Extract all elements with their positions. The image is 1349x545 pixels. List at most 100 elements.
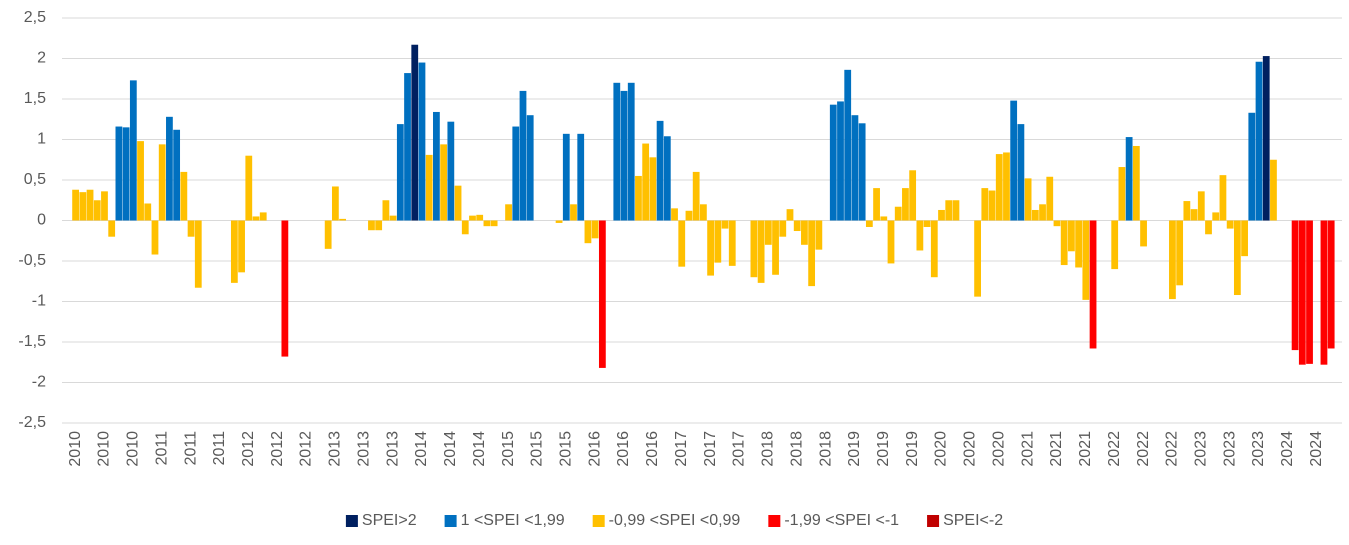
bar: [389, 215, 397, 221]
y-tick-label: 1,5: [24, 90, 46, 107]
bar: [418, 62, 426, 221]
bar: [368, 220, 375, 231]
bar: [1010, 100, 1018, 221]
bar: [1183, 201, 1191, 221]
bar: [1241, 220, 1248, 257]
bar: [512, 126, 520, 221]
bar: [1039, 204, 1046, 221]
bar: [865, 220, 873, 227]
bar: [433, 111, 440, 221]
legend-label: -0,99 <SPEI <0,99: [609, 512, 741, 529]
bar: [808, 220, 816, 287]
bar: [757, 220, 765, 283]
bar: [1205, 220, 1212, 235]
x-tick-label: 2022: [1135, 431, 1152, 467]
bar: [173, 129, 181, 221]
bar: [1075, 220, 1083, 268]
bar: [1197, 191, 1205, 221]
bar: [1306, 220, 1313, 364]
bar: [93, 200, 101, 221]
bar: [404, 73, 411, 221]
bar: [750, 220, 758, 278]
legend-label: 1 <SPEI <1,99: [461, 512, 565, 529]
x-tick-label: 2021: [1048, 431, 1065, 467]
bar: [1060, 220, 1068, 266]
x-tick-label: 2013: [355, 431, 372, 467]
bar: [1111, 220, 1119, 270]
bar: [714, 220, 722, 263]
bar: [1024, 178, 1032, 221]
x-tick-label: 2014: [442, 431, 459, 467]
bar: [1298, 220, 1306, 365]
bar: [909, 170, 917, 221]
x-tick-label: 2016: [615, 431, 632, 467]
x-tick-label: 2023: [1221, 431, 1238, 467]
bar: [815, 220, 823, 250]
bar: [1140, 220, 1147, 247]
x-tick-label: 2011: [211, 431, 228, 466]
bar: [923, 220, 931, 227]
legend: SPEI>2 1 <SPEI <1,99 -0,99 <SPEI <0,99 -1,9…: [345, 512, 1003, 529]
bar: [570, 204, 577, 221]
bar: [1255, 61, 1263, 221]
y-tick-label: -2,5: [18, 414, 46, 431]
bar: [1068, 220, 1075, 252]
bar: [1031, 209, 1039, 221]
bar: [122, 127, 130, 221]
bar: [562, 133, 570, 221]
legend-swatch: [444, 515, 457, 527]
bar: [671, 208, 678, 221]
bar: [656, 120, 664, 221]
bar: [577, 133, 585, 221]
bar: [685, 210, 693, 221]
bar: [158, 144, 166, 221]
bar: [1320, 220, 1328, 365]
bar: [440, 144, 448, 221]
bar: [490, 220, 498, 227]
bar: [663, 136, 671, 221]
x-tick-label: 2020: [990, 431, 1007, 467]
bar: [786, 209, 794, 221]
bar: [793, 220, 801, 232]
bar: [952, 200, 960, 221]
x-tick-label: 2015: [529, 431, 546, 467]
bar: [72, 189, 79, 221]
bar: [505, 204, 512, 221]
bar: [469, 215, 476, 221]
x-tick-label: 2023: [1250, 431, 1267, 467]
bar: [230, 220, 238, 283]
bar: [411, 44, 419, 221]
bar: [101, 191, 108, 221]
bar: [1089, 220, 1097, 349]
bar: [331, 186, 339, 221]
bar: [1176, 220, 1184, 286]
bar: [772, 220, 779, 275]
bar: [1053, 220, 1061, 227]
bar: [1291, 220, 1299, 351]
bar: [144, 203, 152, 221]
bar: [894, 206, 902, 221]
bar: [281, 220, 289, 357]
x-tick-label: 2012: [240, 431, 257, 467]
y-tick-label: -1,5: [18, 333, 46, 350]
bar: [1262, 56, 1270, 221]
x-tick-label: 2020: [933, 431, 950, 467]
x-tick-label: 2011: [153, 431, 170, 466]
legend-swatch: [592, 515, 605, 527]
x-tick-label: 2012: [269, 431, 286, 467]
x-tick-label: 2013: [384, 431, 401, 467]
bar: [375, 220, 383, 231]
bar: [620, 90, 628, 221]
y-tick-label: -0,5: [18, 252, 46, 269]
y-tick-label: 0: [37, 212, 46, 229]
bar: [115, 126, 123, 221]
x-tick-label: 2015: [558, 431, 575, 467]
bar: [837, 101, 844, 221]
bar: [1327, 220, 1335, 349]
x-tick-label: 2017: [673, 431, 690, 467]
bar: [1169, 220, 1176, 300]
bar: [721, 220, 729, 229]
bar: [887, 220, 895, 264]
bar: [324, 220, 332, 249]
bar: [801, 220, 808, 245]
